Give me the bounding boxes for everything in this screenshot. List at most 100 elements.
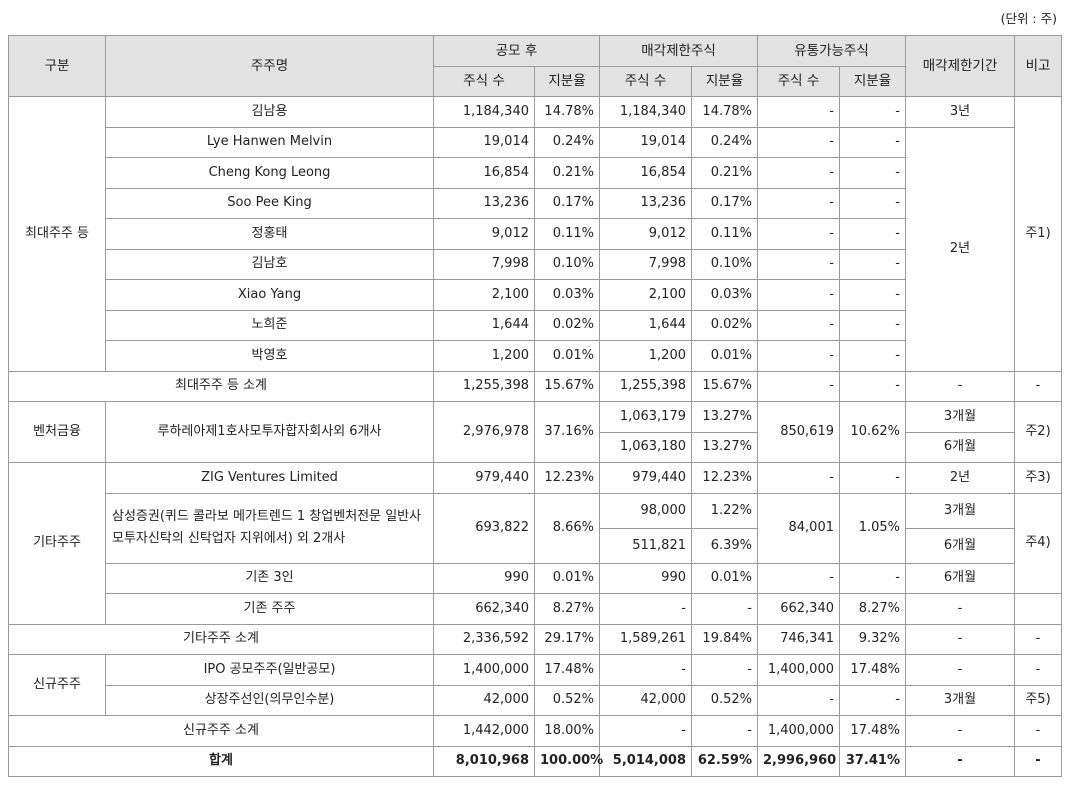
- table-row: 삼성증권(퀴드 콜라보 메가트렌드 1 창업벤처전문 일반사모투자신탁의 신탁업…: [9, 492, 1062, 594]
- holder-name: Soo Pee King: [105, 187, 434, 219]
- header-period: 매각제한기간: [905, 35, 1015, 97]
- ratio-cell: 0.11%: [534, 218, 600, 250]
- restricted-shares-cell: -: [599, 593, 692, 625]
- category-cell: 기타주주: [8, 462, 106, 625]
- header-row: 구분 주주명 공모 후 매각제한주식 유통가능주식 매각제한기간 비고: [8, 35, 1062, 97]
- table-row: Cheng Kong Leong 16,854 0.21% 16,854 0.2…: [9, 157, 1062, 189]
- tradable-ratio-cell: -: [839, 126, 906, 158]
- restricted-shares-cell: 9,012: [599, 218, 692, 250]
- shares-cell: 9,012: [433, 218, 535, 250]
- subtotal-row: 신규주주 소계 1,442,000 18.00% - - 1,400,000 1…: [8, 715, 1062, 747]
- tradable-ratio-cell: 17.48%: [839, 654, 906, 686]
- subtotal-label: 신규주주 소계: [8, 715, 434, 747]
- restricted-ratio-cell: 14.78%: [691, 96, 758, 128]
- restricted-shares-cell: 1,644: [599, 309, 692, 341]
- shares-cell: 13,236: [433, 187, 535, 219]
- restricted-ratio-cell: 62.59%: [691, 745, 758, 777]
- shares-cell: 1,442,000: [433, 715, 535, 747]
- shares-cell: 662,340: [433, 593, 535, 625]
- tradable-shares-cell: 662,340: [757, 593, 840, 625]
- tradable-shares-cell: -: [757, 684, 840, 716]
- holder-name: Xiao Yang: [105, 279, 434, 311]
- holder-name: ZIG Ventures Limited: [105, 462, 434, 494]
- period-cell: -: [905, 370, 1015, 402]
- note-cell: 주1): [1014, 96, 1062, 372]
- restricted-shares-cell: 1,063,179: [599, 401, 692, 433]
- holder-name: Cheng Kong Leong: [105, 157, 434, 189]
- tradable-shares-cell: -: [757, 340, 840, 372]
- tradable-ratio-cell: -: [839, 218, 906, 250]
- ratio-cell: 12.23%: [534, 462, 600, 494]
- holder-name: 기존 주주: [105, 593, 434, 625]
- ratio-cell: 18.00%: [534, 715, 600, 747]
- shares-cell: 7,998: [433, 248, 535, 280]
- restricted-ratio-cell: 6.39%: [691, 527, 758, 564]
- restricted-shares-cell: 1,255,398: [599, 370, 692, 402]
- ratio-cell: 0.01%: [534, 562, 600, 594]
- tradable-ratio-cell: -: [839, 562, 906, 594]
- tradable-ratio-cell: -: [839, 340, 906, 372]
- header-ratio: 지분율: [534, 65, 600, 97]
- tradable-ratio-cell: 37.41%: [839, 745, 906, 777]
- holder-name: IPO 공모주주(일반공모): [105, 654, 434, 686]
- period-cell: -: [905, 654, 1015, 686]
- note-cell: 주2): [1014, 401, 1062, 463]
- restricted-ratio-cell: 0.17%: [691, 187, 758, 219]
- ratio-cell: 17.48%: [534, 654, 600, 686]
- holder-name: Lye Hanwen Melvin: [105, 126, 434, 158]
- table-row: Lye Hanwen Melvin 19,014 0.24% 19,014 0.…: [9, 126, 1062, 372]
- tradable-ratio-cell: -: [839, 157, 906, 189]
- subtotal-row: 최대주주 등 소계 1,255,398 15.67% 1,255,398 15.…: [8, 370, 1062, 402]
- restricted-ratio-cell: 0.21%: [691, 157, 758, 189]
- restricted-ratio-cell: 19.84%: [691, 623, 758, 655]
- tradable-ratio-cell: -: [839, 279, 906, 311]
- table-row: 기존 주주 662,340 8.27% - - 662,340 8.27% -: [9, 593, 1062, 625]
- period-cell: 3개월: [905, 684, 1015, 716]
- restricted-ratio-cell: 0.03%: [691, 279, 758, 311]
- restricted-ratio-cell: 0.52%: [691, 684, 758, 716]
- holder-name: 상장주선인(의무인수분): [105, 684, 434, 716]
- tradable-ratio-cell: -: [839, 96, 906, 128]
- header-shares: 주식 수: [757, 65, 840, 97]
- holder-name: 노희준: [105, 309, 434, 341]
- tradable-ratio-cell: -: [839, 309, 906, 341]
- holder-name: 박영호: [105, 340, 434, 372]
- header-shares: 주식 수: [599, 65, 692, 97]
- restricted-shares-cell: 1,184,340: [599, 96, 692, 128]
- shares-cell: 2,976,978: [433, 401, 535, 463]
- restricted-ratio-cell: 0.24%: [691, 126, 758, 158]
- restricted-ratio-cell: 12.23%: [691, 462, 758, 494]
- table-row: 벤처금융 루하레아제1호사모투자합자회사외 6개사 2,976,978 37.1…: [8, 401, 1062, 463]
- restricted-ratio-cell: -: [691, 654, 758, 686]
- tradable-ratio-cell: -: [839, 684, 906, 716]
- shares-cell: 19,014: [433, 126, 535, 158]
- subtotal-label: 최대주주 등 소계: [8, 370, 434, 402]
- tradable-shares-cell: -: [757, 370, 840, 402]
- ratio-cell: 8.27%: [534, 593, 600, 625]
- note-cell: -: [1014, 623, 1062, 655]
- holder-name: 김남호: [105, 248, 434, 280]
- ratio-cell: 29.17%: [534, 623, 600, 655]
- tradable-shares-cell: -: [757, 96, 840, 128]
- table-row: Soo Pee King 13,236 0.17% 13,236 0.17% -…: [9, 187, 1062, 219]
- period-cell: -: [905, 745, 1015, 777]
- note-cell: -: [1014, 745, 1062, 777]
- tradable-ratio-cell: -: [839, 462, 906, 494]
- holder-name: 삼성증권(퀴드 콜라보 메가트렌드 1 창업벤처전문 일반사모투자신탁의 신탁업…: [105, 492, 434, 564]
- shares-cell: 8,010,968: [433, 745, 535, 777]
- note-cell: -: [1014, 370, 1062, 402]
- shares-cell: 693,822: [433, 492, 535, 564]
- table-row: 기존 3인 990 0.01% 990 0.01% - - 6개월: [9, 562, 1062, 594]
- header-ratio: 지분율: [839, 65, 906, 97]
- restricted-ratio-cell: 0.11%: [691, 218, 758, 250]
- tradable-shares-cell: -: [757, 562, 840, 594]
- holder-name: 정홍태: [105, 218, 434, 250]
- note-cell: -: [1014, 715, 1062, 747]
- shares-cell: 2,336,592: [433, 623, 535, 655]
- tradable-shares-cell: -: [757, 157, 840, 189]
- shares-cell: 1,255,398: [433, 370, 535, 402]
- restricted-shares-cell: 42,000: [599, 684, 692, 716]
- period-cell: 3년: [905, 96, 1015, 128]
- restricted-shares-cell: -: [599, 715, 692, 747]
- table-row: 최대주주 등 김남용 1,184,340 14.78% 1,184,340 14…: [8, 96, 1062, 372]
